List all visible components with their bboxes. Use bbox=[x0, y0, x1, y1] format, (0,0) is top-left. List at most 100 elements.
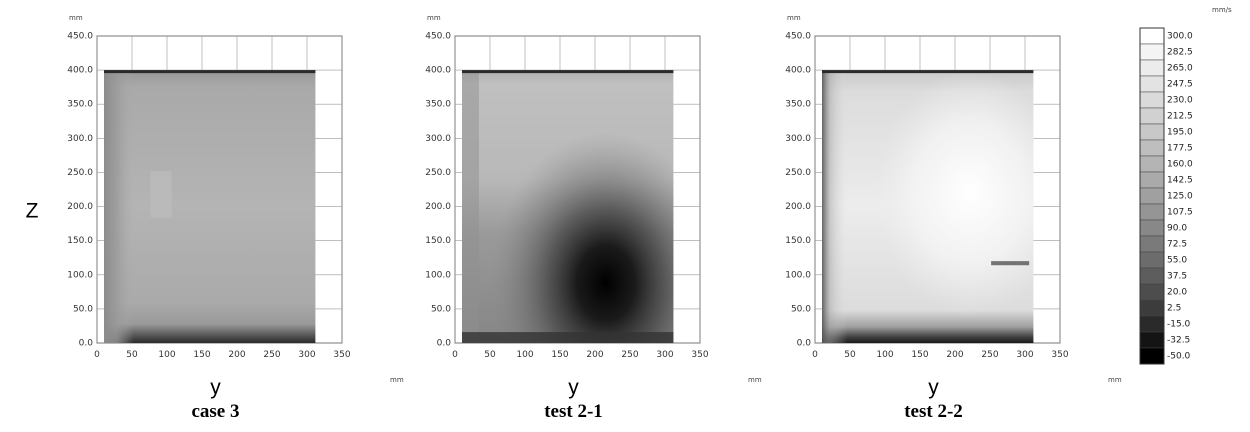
y-tick-label: 50.0 bbox=[431, 304, 451, 314]
y-tick-label: 150.0 bbox=[785, 236, 811, 246]
y-tick-label: 50.0 bbox=[791, 304, 811, 314]
colorbar-level-label: -32.5 bbox=[1167, 336, 1190, 346]
y-tick-label: 150.0 bbox=[425, 236, 451, 246]
y-tick-label: 400.0 bbox=[67, 66, 93, 76]
colorbar-swatch bbox=[1139, 299, 1165, 317]
colorbar-level-label: 212.5 bbox=[1167, 112, 1193, 122]
colorbar-swatch bbox=[1139, 331, 1165, 349]
x-tick-label: 150 bbox=[911, 350, 928, 360]
colorbar-swatch bbox=[1139, 267, 1165, 285]
colorbar-swatch bbox=[1139, 27, 1165, 45]
y-tick-label: 300.0 bbox=[425, 134, 451, 144]
x-tick-label: 200 bbox=[586, 350, 603, 360]
colorbar-swatch bbox=[1139, 155, 1165, 173]
heatmap-panel-3: 0.0 50.0 100.0 150.0 200.0 250.0 300.0 350.0 400… bbox=[785, 14, 1122, 422]
colorbar-level-label: 177.5 bbox=[1167, 144, 1193, 154]
x-tick-label: 100 bbox=[158, 350, 175, 360]
colorbar-swatch bbox=[1139, 219, 1165, 237]
y-tick-label: 0.0 bbox=[437, 339, 452, 349]
colorbar-swatch bbox=[1139, 203, 1165, 221]
y-unit-label: mm bbox=[1108, 376, 1122, 384]
y-tick-label: 150.0 bbox=[67, 236, 93, 246]
y-axis-label: y bbox=[210, 376, 221, 399]
colorbar-level-label: 265.0 bbox=[1167, 64, 1193, 74]
y-tick-label: 250.0 bbox=[67, 168, 93, 178]
y-tick-label: 250.0 bbox=[425, 168, 451, 178]
y-unit-label: mm bbox=[390, 376, 404, 384]
x-tick-label: 100 bbox=[516, 350, 533, 360]
y-axis-label: y bbox=[928, 376, 939, 399]
colorbar-swatch bbox=[1139, 75, 1165, 93]
colorbar: 300.0 282.5 265.0 247.5 230.0 212.5 195.0 177.5… bbox=[1139, 6, 1232, 365]
y-tick-label: 450.0 bbox=[67, 32, 93, 42]
colorbar-level-label: 160.0 bbox=[1167, 160, 1193, 170]
y-unit-label: mm bbox=[748, 376, 762, 384]
y-tick-label: 0.0 bbox=[79, 339, 94, 349]
y-tick-label: 450.0 bbox=[425, 32, 451, 42]
y-tick-label: 200.0 bbox=[785, 202, 811, 212]
colorbar-level-label: 72.5 bbox=[1167, 240, 1187, 250]
x-tick-label: 350 bbox=[333, 350, 350, 360]
z-unit-label: mm bbox=[427, 14, 441, 22]
colorbar-swatch bbox=[1139, 187, 1165, 205]
colorbar-level-label: -15.0 bbox=[1167, 320, 1191, 330]
y-tick-label: 400.0 bbox=[785, 66, 811, 76]
colorbar-swatch bbox=[1139, 91, 1165, 109]
colorbar-level-label: 195.0 bbox=[1167, 128, 1193, 138]
heatmap-panel-1: 0.0 50.0 100.0 150.0 200.0 250.0 300.0 350.0 400… bbox=[67, 14, 404, 422]
colorbar-swatch bbox=[1139, 171, 1165, 189]
z-unit-label: mm bbox=[787, 14, 801, 22]
x-tick-label: 150 bbox=[193, 350, 210, 360]
colorbar-level-label: 300.0 bbox=[1167, 32, 1193, 42]
y-tick-label: 350.0 bbox=[67, 100, 93, 110]
y-tick-label: 350.0 bbox=[425, 100, 451, 110]
colorbar-level-label: 230.0 bbox=[1167, 96, 1193, 106]
top-boundary-band bbox=[104, 70, 316, 74]
x-tick-label: 350 bbox=[1051, 350, 1068, 360]
colorbar-swatch bbox=[1139, 123, 1165, 141]
colorbar-level-label: 247.5 bbox=[1167, 80, 1193, 90]
x-tick-label: 150 bbox=[551, 350, 568, 360]
x-tick-label: 200 bbox=[946, 350, 963, 360]
x-tick-label: 300 bbox=[656, 350, 673, 360]
colorbar-level-label: 20.0 bbox=[1167, 288, 1187, 298]
colorbar-level-label: 90.0 bbox=[1167, 224, 1187, 234]
y-tick-label: 100.0 bbox=[425, 270, 451, 280]
z-axis-label: Z bbox=[26, 200, 39, 223]
y-tick-label: 200.0 bbox=[425, 202, 451, 212]
colorbar-swatch bbox=[1139, 139, 1165, 157]
y-tick-label: 400.0 bbox=[425, 66, 451, 76]
x-tick-label: 0 bbox=[812, 350, 818, 360]
x-tick-label: 250 bbox=[981, 350, 998, 360]
top-boundary-band bbox=[462, 70, 674, 74]
colorbar-unit: mm/s bbox=[1212, 6, 1232, 14]
x-tick-label: 350 bbox=[691, 350, 708, 360]
colorbar-swatch bbox=[1139, 43, 1165, 61]
y-tick-label: 100.0 bbox=[67, 270, 93, 280]
y-tick-label: 450.0 bbox=[785, 32, 811, 42]
x-tick-label: 250 bbox=[621, 350, 638, 360]
colorbar-level-label: 2.5 bbox=[1167, 304, 1181, 314]
colorbar-level-label: 107.5 bbox=[1167, 208, 1193, 218]
y-tick-label: 350.0 bbox=[785, 100, 811, 110]
colorbar-level-label: 55.0 bbox=[1167, 256, 1187, 266]
y-tick-label: 200.0 bbox=[67, 202, 93, 212]
colorbar-swatch bbox=[1139, 59, 1165, 77]
colorbar-level-label: 282.5 bbox=[1167, 48, 1193, 58]
colorbar-swatch bbox=[1139, 235, 1165, 253]
y-tick-label: 100.0 bbox=[785, 270, 811, 280]
colorbar-level-label: 125.0 bbox=[1167, 192, 1193, 202]
x-tick-label: 50 bbox=[844, 350, 856, 360]
colorbar-swatch bbox=[1139, 347, 1165, 365]
y-tick-label: 50.0 bbox=[73, 304, 93, 314]
heatmap-field bbox=[822, 70, 1034, 343]
colorbar-swatch bbox=[1139, 251, 1165, 269]
y-tick-label: 300.0 bbox=[67, 134, 93, 144]
panel-caption: test 2-1 bbox=[544, 401, 603, 422]
z-unit-label: mm bbox=[69, 14, 83, 22]
colorbar-level-label: 142.5 bbox=[1167, 176, 1193, 186]
colorbar-level-label: 37.5 bbox=[1167, 272, 1187, 282]
x-tick-label: 100 bbox=[876, 350, 893, 360]
x-tick-label: 300 bbox=[298, 350, 315, 360]
